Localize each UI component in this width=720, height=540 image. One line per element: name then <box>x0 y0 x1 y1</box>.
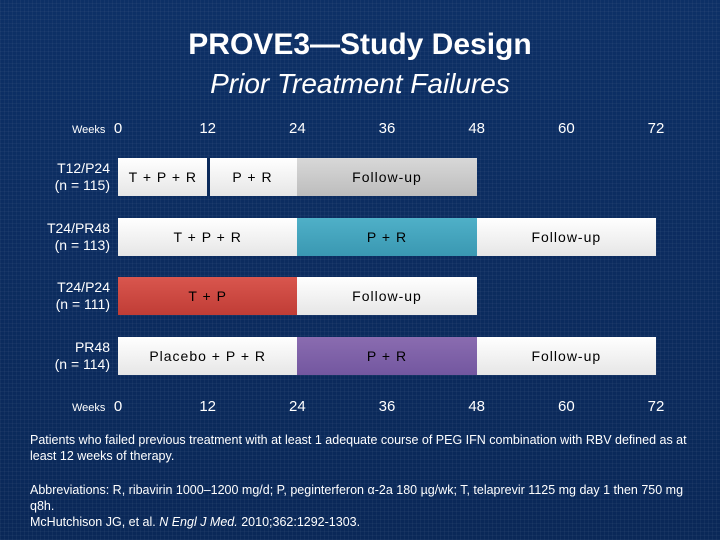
tick-label-top-12: 12 <box>199 120 216 137</box>
segment-p-r: P + R <box>297 337 477 375</box>
footnote-abbreviations: Abbreviations: R, ribavirin 1000–1200 mg… <box>30 482 690 530</box>
arm-name: PR48 <box>74 339 110 355</box>
arm-n: (n = 111) <box>55 296 110 312</box>
segment-follow-up: Follow-up <box>297 158 477 196</box>
arm-name: T12/P24 <box>57 160 110 176</box>
alpha-symbol: α <box>367 483 375 497</box>
arm-name: T24/PR48 <box>46 220 110 236</box>
segment-t-p-r: T + P + R <box>118 158 208 196</box>
tick-label-bottom-0: 0 <box>113 398 123 415</box>
slide-subtitle: Prior Treatment Failures <box>210 68 510 99</box>
arm-name: T24/P24 <box>57 279 110 295</box>
segment-p-r: P + R <box>207 158 298 196</box>
tick-label-top-48: 48 <box>468 120 485 137</box>
tick-label-top-0: 0 <box>113 120 123 137</box>
tick-label-bottom-48: 48 <box>468 398 485 415</box>
slide-title: PROVE3—Study Design <box>188 28 532 61</box>
citation-journal: N Engl J Med. <box>159 515 238 529</box>
arm-n: (n = 113) <box>54 237 110 253</box>
arm-label-t24-pr48: T24/PR48 (n = 113) <box>20 220 110 254</box>
segment-follow-up: Follow-up <box>476 218 656 256</box>
segment-placebo-p-r: Placebo + P + R <box>118 337 298 375</box>
segment-t-p: T + P <box>118 277 298 315</box>
tick-label-top-24: 24 <box>288 120 306 137</box>
tick-label-bottom-36: 36 <box>378 398 396 415</box>
segment-follow-up: Follow-up <box>476 337 656 375</box>
tick-label-bottom-60: 60 <box>557 398 575 415</box>
footnote-criteria: Patients who failed previous treatment w… <box>30 433 687 463</box>
tick-label-bottom-72: 72 <box>647 398 665 415</box>
arm-n: (n = 114) <box>54 356 110 372</box>
arm-label-t24-p24: T24/P24 (n = 111) <box>20 279 110 313</box>
segment-follow-up: Follow-up <box>297 277 477 315</box>
abbrev-text-2: -2a 180 µg/wk; T, telaprevir 1125 mg day… <box>30 483 684 513</box>
weeks-label-top: Weeks <box>72 124 106 136</box>
tick-label-top-72: 72 <box>647 120 665 137</box>
arm-n: (n = 115) <box>54 177 110 193</box>
citation-details: 2010;362:1292-1303. <box>237 515 361 529</box>
tick-label-bottom-24: 24 <box>288 398 306 415</box>
tick-label-top-60: 60 <box>557 120 575 137</box>
arm-label-t12-p24: T12/P24 (n = 115) <box>20 160 110 194</box>
arm-label-pr48: PR48 (n = 114) <box>20 339 110 373</box>
weeks-label-bottom: Weeks <box>72 402 106 414</box>
tick-label-top-36: 36 <box>378 120 396 137</box>
segment-p-r: P + R <box>297 218 477 256</box>
segment-divider <box>206 158 210 196</box>
citation-authors: McHutchison JG, et al. <box>30 515 160 529</box>
abbrev-text-1: Abbreviations: R, ribavirin 1000–1200 mg… <box>30 483 368 497</box>
tick-label-bottom-12: 12 <box>199 398 216 415</box>
segment-t-p-r: T + P + R <box>118 218 298 256</box>
